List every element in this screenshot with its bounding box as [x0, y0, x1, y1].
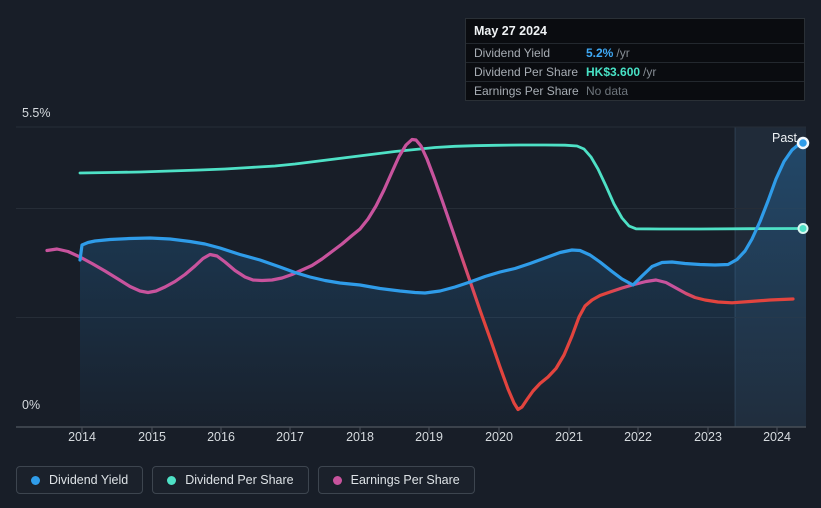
x-tick-2020: 2020 [485, 430, 513, 444]
x-tick-2019: 2019 [415, 430, 443, 444]
eps-line [45, 137, 795, 412]
x-tick-2021: 2021 [555, 430, 583, 444]
x-tick-2023: 2023 [694, 430, 722, 444]
dividend-per-share-dot-icon [167, 475, 177, 485]
tooltip-value-suffix: /yr [643, 65, 657, 79]
dividend-yield-line [78, 141, 805, 295]
tooltip-value: No data [586, 84, 629, 98]
legend-item-dividend-per-share[interactable]: Dividend Per Share [152, 466, 309, 494]
tooltip-value: HK$3.600 [586, 65, 641, 79]
legend-item-earnings-per-share[interactable]: Earnings Per Share [317, 466, 475, 494]
tooltip-value: 5.2% [586, 46, 614, 60]
tooltip-label: Dividend Per Share [474, 65, 579, 79]
dividend-yield-dot-icon [31, 475, 40, 485]
legend-item-dividend-yield[interactable]: Dividend Yield [16, 466, 144, 494]
past-period-label: Past [771, 131, 797, 145]
x-tick-2017: 2017 [276, 430, 304, 444]
x-tick-2015: 2015 [138, 430, 166, 444]
dividend-per-share-marker [797, 223, 809, 234]
x-axis-ticks [81, 427, 778, 433]
x-tick-2016: 2016 [207, 430, 235, 444]
dividend-yield-marker [796, 136, 810, 150]
tooltip-value-suffix: /yr [616, 46, 630, 60]
tooltip-row-earnings-per-share: Earnings Per Share No data [466, 81, 804, 100]
chart-legend: Dividend Yield Dividend Per Share Earnin… [16, 466, 475, 494]
y-axis-label-bottom: 0% [22, 398, 41, 412]
dividend-yield-area [80, 141, 806, 427]
x-tick-2018: 2018 [346, 430, 374, 444]
tooltip-row-dividend-per-share: Dividend Per Share HK$3.600 /yr [466, 62, 804, 81]
y-axis-label-top: 5.5% [22, 106, 51, 120]
legend-label: Earnings Per Share [350, 473, 460, 487]
x-tick-2024: 2024 [763, 430, 791, 444]
tooltip-label: Earnings Per Share [474, 84, 579, 98]
tooltip-date: May 27 2024 [474, 24, 547, 38]
tooltip-row-dividend-yield: Dividend Yield 5.2% /yr [466, 43, 804, 62]
x-tick-2022: 2022 [624, 430, 652, 444]
earnings-per-share-dot-icon [332, 475, 342, 485]
hover-tooltip: May 27 2024 Dividend Yield 5.2% /yr Divi… [465, 18, 805, 101]
tooltip-label: Dividend Yield [474, 46, 551, 60]
legend-label: Dividend Yield [49, 473, 129, 487]
x-tick-2014: 2014 [68, 430, 96, 444]
dividend-per-share-line [78, 143, 805, 231]
legend-label: Dividend Per Share [185, 473, 294, 487]
